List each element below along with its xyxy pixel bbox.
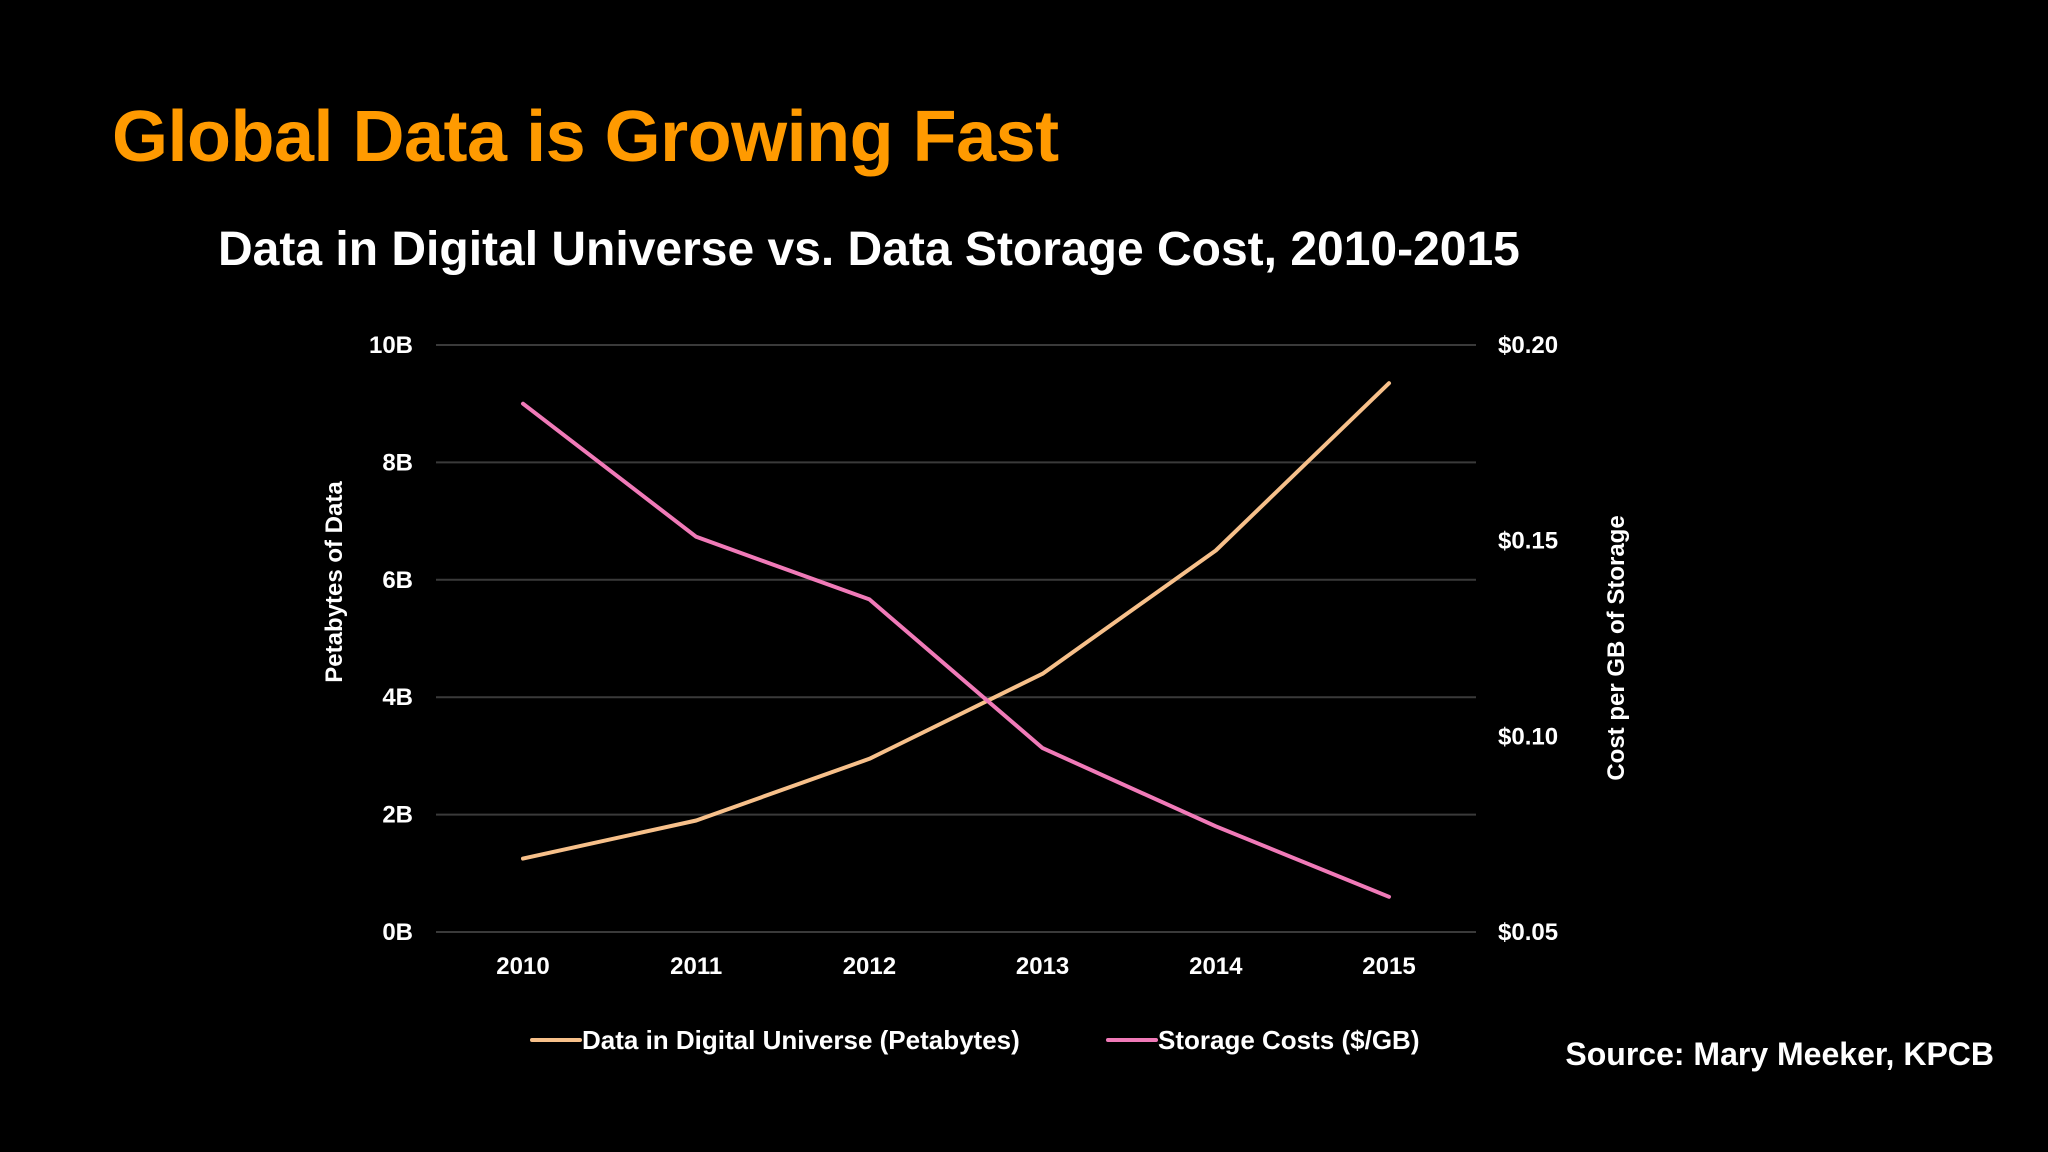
series-lines <box>521 381 1391 899</box>
left-tick-label: 6B <box>382 567 413 594</box>
x-tick-label: 2012 <box>843 953 896 980</box>
x-tick-label: 2011 <box>670 953 722 980</box>
left-axis-ticks: 0B 2B 4B 6B 8B 10B <box>369 332 413 946</box>
x-tick-label: 2015 <box>1362 953 1415 980</box>
right-axis-title: Cost per GB of Storage <box>1603 515 1630 780</box>
left-tick-label: 10B <box>369 332 413 359</box>
right-tick-label: $0.20 <box>1498 332 1558 359</box>
left-tick-label: 0B <box>382 919 413 946</box>
chart-title: Data in Digital Universe vs. Data Storag… <box>218 223 1520 276</box>
legend-label: Data in Digital Universe (Petabytes) <box>582 1025 1020 1055</box>
grid-lines <box>436 344 1476 933</box>
right-axis-ticks: $0.05 $0.10 $0.15 $0.20 <box>1498 332 1558 946</box>
legend: Data in Digital Universe (Petabytes) Stor… <box>530 1025 1420 1055</box>
series-line-1 <box>521 381 1391 861</box>
left-axis-title: Petabytes of Data <box>321 481 348 683</box>
x-axis-ticks: 2010 2011 2012 2013 2014 2015 <box>496 953 1415 980</box>
right-tick-label: $0.10 <box>1498 723 1558 750</box>
legend-label: Storage Costs ($/GB) <box>1158 1025 1420 1055</box>
x-tick-label: 2014 <box>1189 953 1243 980</box>
slide-title: Global Data is Growing Fast <box>112 97 1059 177</box>
left-tick-label: 4B <box>382 684 413 711</box>
left-tick-label: 2B <box>382 802 413 829</box>
x-tick-label: 2013 <box>1016 953 1069 980</box>
series-line-2 <box>521 401 1391 899</box>
left-tick-label: 8B <box>382 449 413 476</box>
right-tick-label: $0.05 <box>1498 919 1558 946</box>
right-tick-label: $0.15 <box>1498 528 1558 555</box>
source-note: Source: Mary Meeker, KPCB <box>1565 1036 1994 1072</box>
x-tick-label: 2010 <box>496 953 549 980</box>
